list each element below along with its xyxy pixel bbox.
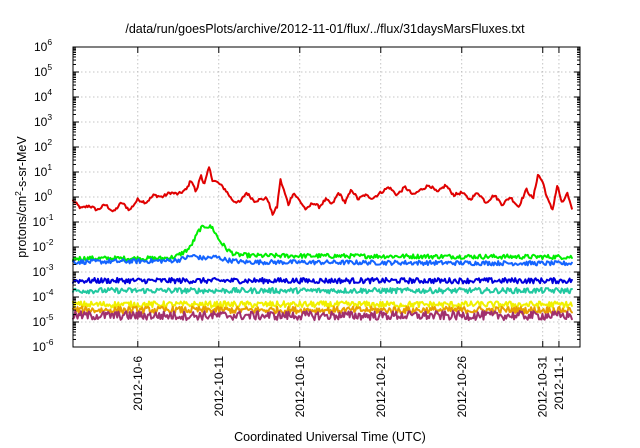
y-tick-label-base: 10 [34,115,48,129]
x-tick-label: 2012-10-11 [212,356,226,417]
series-line-4 [72,286,573,295]
y-axis-label-base: protons/cm [15,196,29,258]
y-tick-labels: 10-610-510-410-310-210-11001011021031041… [33,37,54,354]
y-tick-label-base: 10 [34,65,48,79]
y-axis-label-sup: 2 [13,191,23,196]
y-tick-label: 10-5 [33,312,54,329]
series-line-1 [72,224,573,262]
y-tick-label-base: 10 [33,340,47,354]
y-tick-label: 10-2 [33,237,54,254]
y-tick-label-exp: 3 [47,112,52,122]
x-tick-label: 2012-10-21 [374,356,388,418]
y-tick-label-exp: -5 [46,312,54,322]
y-tick-label-exp: 6 [47,37,52,47]
y-tick-label: 10-3 [33,262,54,279]
y-tick-label-base: 10 [34,140,48,154]
series-line-5 [72,300,573,309]
y-tick-label: 106 [34,37,52,54]
chart-title: /data/run/goesPlots/archive/2012-11-01/f… [125,22,525,36]
series-lines [72,166,573,322]
x-tick-label: 2012-11-1 [552,356,566,410]
y-tick-label-base: 10 [34,40,48,54]
y-tick-label-exp: 4 [47,87,52,97]
y-tick-label-exp: 0 [47,187,52,197]
y-tick-label: 10-4 [33,287,54,304]
tick-marks [73,46,580,348]
x-tick-label: 2012-10-26 [455,356,469,418]
series-line-7 [72,310,573,322]
y-tick-label-base: 10 [33,240,47,254]
y-tick-label: 104 [34,87,52,104]
y-tick-label-exp: 5 [47,62,52,72]
series-line-2 [72,253,573,267]
y-tick-label: 105 [34,62,52,79]
y-tick-label-exp: -6 [46,337,54,347]
y-tick-label-base: 10 [33,290,47,304]
y-tick-label: 101 [34,162,52,179]
y-tick-label-base: 10 [34,90,48,104]
y-tick-label-base: 10 [33,265,47,279]
y-tick-label-exp: -4 [46,287,54,297]
y-axis-label: protons/cm2-s-sr-MeV [13,136,29,258]
y-tick-label-exp: -2 [46,237,54,247]
series-line-0 [72,166,573,216]
y-tick-label: 100 [34,187,52,204]
y-tick-label: 10-6 [33,337,54,354]
y-tick-label-base: 10 [33,315,47,329]
series-line-3 [72,276,573,285]
y-axis-label-rest: -s-sr-MeV [15,136,29,192]
y-tick-label: 103 [34,112,52,129]
x-tick-label: 2012-10-6 [131,356,145,411]
y-tick-label-exp: 2 [47,137,52,147]
grid-lines [73,47,580,347]
y-tick-label-exp: -3 [46,262,54,272]
y-tick-label: 102 [34,137,52,154]
y-tick-label-base: 10 [33,215,47,229]
y-tick-label-exp: -1 [46,212,54,222]
y-tick-label: 10-1 [33,212,54,229]
x-tick-label: 2012-10-31 [536,356,550,418]
y-tick-label-exp: 1 [47,162,52,172]
y-tick-label-base: 10 [34,165,48,179]
x-axis-label: Coordinated Universal Time (UTC) [234,430,426,444]
x-tick-label: 2012-10-16 [293,356,307,418]
y-tick-label-base: 10 [34,190,48,204]
x-tick-labels: 2012-10-6 2012-10-11 2012-10-16 2012-10-21 2… [131,356,566,418]
